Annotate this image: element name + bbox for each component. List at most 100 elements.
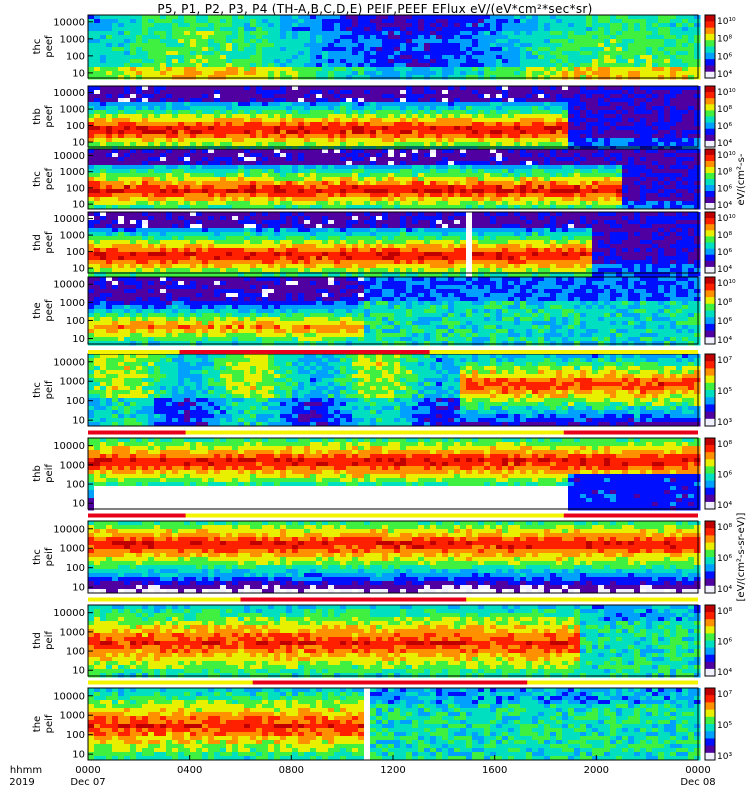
colorbar-cell xyxy=(705,194,715,198)
heatmap-cell xyxy=(556,181,563,186)
heatmap-cell xyxy=(574,142,581,147)
heatmap-cell xyxy=(634,169,641,174)
heatmap-cell xyxy=(136,110,143,115)
heatmap-cell xyxy=(316,67,323,72)
heatmap-cell xyxy=(412,106,419,111)
heatmap-cell xyxy=(664,142,671,147)
heatmap-cell xyxy=(172,134,179,139)
heatmap-cell xyxy=(106,23,113,28)
heatmap-cell xyxy=(100,212,107,217)
heatmap-cell xyxy=(394,51,401,56)
heatmap-cell xyxy=(106,244,113,249)
heatmap-cell xyxy=(568,63,575,68)
heatmap-cell xyxy=(568,189,575,194)
heatmap-cell xyxy=(454,185,461,190)
heatmap-cell xyxy=(658,126,665,131)
heatmap-cell xyxy=(136,134,143,139)
heatmap-cell xyxy=(646,161,653,166)
heatmap-cell xyxy=(292,63,299,68)
heatmap-cell xyxy=(586,181,593,186)
heatmap-cell xyxy=(358,197,365,202)
heatmap-cell xyxy=(502,39,509,44)
heatmap-cell xyxy=(628,106,635,111)
heatmap-cell xyxy=(424,86,431,91)
heatmap-cell xyxy=(238,106,245,111)
heatmap-cell xyxy=(352,86,359,91)
heatmap-cell xyxy=(628,94,635,99)
heatmap-cell xyxy=(562,106,569,111)
heatmap-cell xyxy=(316,55,323,60)
heatmap-cell xyxy=(388,86,395,91)
heatmap-cell xyxy=(436,63,443,68)
heatmap-cell xyxy=(664,55,671,60)
heatmap-cell xyxy=(334,189,341,194)
heatmap-cell xyxy=(316,98,323,103)
heatmap-cell xyxy=(214,157,221,162)
heatmap-cell xyxy=(652,134,659,139)
heatmap-cell xyxy=(670,43,677,48)
heatmap-cell xyxy=(352,67,359,72)
heatmap-cell xyxy=(430,86,437,91)
heatmap-cell xyxy=(652,197,659,202)
heatmap-cell xyxy=(388,205,395,210)
heatmap-cell xyxy=(334,122,341,127)
heatmap-cell xyxy=(178,63,185,68)
heatmap-cell xyxy=(274,189,281,194)
heatmap-cell xyxy=(418,126,425,131)
heatmap-cell xyxy=(544,177,551,182)
heatmap-cell xyxy=(184,47,191,52)
y-axis-label: peef xyxy=(44,105,55,128)
heatmap-cell xyxy=(580,51,587,56)
heatmap-cell xyxy=(442,201,449,206)
heatmap-cell xyxy=(310,15,317,20)
heatmap-cell xyxy=(598,177,605,182)
heatmap-cell xyxy=(670,90,677,95)
heatmap-cell xyxy=(88,205,95,210)
heatmap-cell xyxy=(628,134,635,139)
heatmap-cell xyxy=(334,15,341,20)
y-tick-label: 10000 xyxy=(53,151,85,162)
heatmap-cell xyxy=(550,201,557,206)
heatmap-cell xyxy=(352,177,359,182)
heatmap-cell xyxy=(424,157,431,162)
heatmap-cell xyxy=(364,157,371,162)
heatmap-cell xyxy=(562,161,569,166)
heatmap-cell xyxy=(118,146,125,151)
heatmap-cell xyxy=(298,157,305,162)
heatmap-cell xyxy=(226,63,233,68)
heatmap-cell xyxy=(658,173,665,178)
heatmap-cell xyxy=(100,232,107,237)
heatmap-cell xyxy=(340,59,347,64)
heatmap-cell xyxy=(526,177,533,182)
heatmap-cell xyxy=(250,59,257,64)
heatmap-cell xyxy=(646,59,653,64)
heatmap-cell xyxy=(202,193,209,198)
heatmap-cell xyxy=(610,122,617,127)
heatmap-cell xyxy=(622,55,629,60)
heatmap-cell xyxy=(394,193,401,198)
heatmap-cell xyxy=(652,114,659,119)
heatmap-cell xyxy=(514,23,521,28)
heatmap-cell xyxy=(388,27,395,32)
heatmap-cell xyxy=(364,126,371,131)
heatmap-cell xyxy=(178,43,185,48)
heatmap-cell xyxy=(370,23,377,28)
heatmap-cell xyxy=(370,138,377,143)
heatmap-cell xyxy=(334,98,341,103)
heatmap-cell xyxy=(214,161,221,166)
heatmap-cell xyxy=(382,90,389,95)
heatmap-cell xyxy=(94,55,101,60)
heatmap-cell xyxy=(130,27,137,32)
heatmap-cell xyxy=(520,126,527,131)
heatmap-cell xyxy=(628,67,635,72)
heatmap-cell xyxy=(364,185,371,190)
heatmap-cell xyxy=(112,71,119,76)
heatmap-cell xyxy=(112,39,119,44)
heatmap-cell xyxy=(208,23,215,28)
heatmap-cell xyxy=(694,67,701,72)
heatmap-cell xyxy=(232,134,239,139)
heatmap-cell xyxy=(454,189,461,194)
heatmap-cell xyxy=(298,55,305,60)
heatmap-cell xyxy=(586,153,593,158)
heatmap-cell xyxy=(286,134,293,139)
